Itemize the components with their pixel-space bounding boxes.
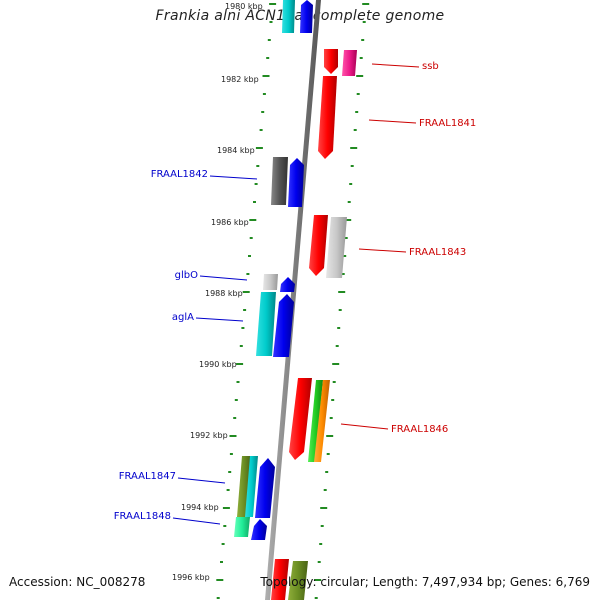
kbp-scale: 1980 kbp 1982 kbp 1984 kbp 1986 kbp 1988…	[172, 2, 263, 582]
gene-arrow[interactable]	[271, 157, 288, 205]
label-leader-line	[177, 477, 226, 484]
kbp-label: 1982 kbp	[221, 75, 259, 84]
label-leader-line	[340, 423, 389, 430]
forward-genes	[234, 0, 313, 540]
genome-backbone	[265, 0, 321, 600]
gene-label-fraal1847[interactable]: FRAAL1847	[119, 471, 176, 482]
gene-arrow[interactable]	[318, 76, 337, 159]
label-leader-line	[209, 175, 258, 180]
kbp-label: 1996 kbp	[172, 573, 210, 582]
gene-arrow[interactable]	[300, 0, 313, 33]
map-title: Frankia alni ACN14a, complete genome	[155, 8, 445, 24]
kbp-label: 1984 kbp	[217, 146, 255, 155]
reverse-gene-labels: ssb FRAAL1841 FRAAL1843 FRAAL1846	[340, 61, 476, 435]
label-leader-line	[368, 119, 417, 124]
gene-arrow[interactable]	[237, 456, 251, 517]
gene-arrow[interactable]	[234, 517, 250, 537]
gene-arrow[interactable]	[271, 559, 289, 600]
gene-arrow[interactable]	[289, 378, 312, 460]
kbp-label: 1986 kbp	[211, 218, 249, 227]
kbp-label: 1990 kbp	[199, 360, 237, 369]
gene-arrow[interactable]	[245, 456, 258, 517]
gene-label-agla[interactable]: aglA	[172, 312, 194, 323]
gene-arrow[interactable]	[288, 561, 308, 600]
gene-arrow[interactable]	[342, 50, 357, 76]
kbp-label: 1992 kbp	[190, 431, 228, 440]
label-leader-line	[172, 517, 221, 525]
gene-arrow[interactable]	[263, 274, 278, 290]
gene-arrow[interactable]	[256, 292, 276, 356]
gene-arrow[interactable]	[324, 49, 338, 74]
label-leader-line	[195, 317, 244, 322]
topology-text: Topology: circular; Length: 7,497,934 bp…	[260, 575, 590, 589]
tick-marks	[216, 3, 370, 599]
gene-arrow[interactable]	[282, 0, 295, 33]
gene-arrow[interactable]	[308, 380, 323, 462]
gene-label-glbo[interactable]: glbO	[175, 270, 198, 281]
reverse-genes	[271, 49, 357, 600]
gene-label-ssb[interactable]: ssb	[422, 61, 439, 72]
gene-arrow[interactable]	[280, 277, 295, 292]
forward-gene-labels: FRAAL1842 glbO aglA FRAAL1847 FRAAL1848	[114, 169, 258, 525]
label-leader-line	[358, 248, 407, 253]
gene-label-fraal1846[interactable]: FRAAL1846	[391, 424, 448, 435]
gene-label-fraal1841[interactable]: FRAAL1841	[419, 118, 476, 129]
kbp-label: 1988 kbp	[205, 289, 243, 298]
gene-label-fraal1843[interactable]: FRAAL1843	[409, 247, 466, 258]
gene-arrow[interactable]	[273, 294, 294, 357]
kbp-label: 1980 kbp	[225, 2, 263, 11]
gene-arrow[interactable]	[255, 458, 275, 518]
gene-arrow[interactable]	[309, 215, 328, 276]
gene-arrow[interactable]	[326, 217, 347, 278]
kbp-label: 1994 kbp	[181, 503, 219, 512]
label-leader-line	[371, 63, 420, 68]
gene-arrow[interactable]	[251, 519, 267, 540]
gene-arrow[interactable]	[314, 380, 330, 462]
gene-label-fraal1842[interactable]: FRAAL1842	[151, 169, 208, 180]
accession-text: Accession: NC_008278	[9, 575, 146, 589]
label-leader-line	[199, 275, 248, 281]
gene-label-fraal1848[interactable]: FRAAL1848	[114, 511, 171, 522]
gene-arrow[interactable]	[288, 158, 304, 207]
